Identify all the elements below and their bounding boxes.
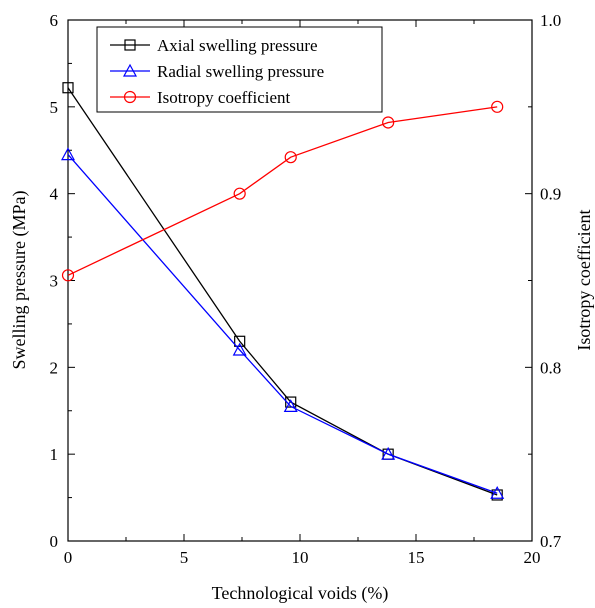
legend-marker-triangle: [122, 63, 138, 77]
data-point-circle: [233, 187, 246, 200]
y-right-tick-label: 0.8: [540, 358, 561, 377]
x-tick-label: 15: [408, 548, 425, 567]
series-1: [60, 147, 505, 499]
legend-box: [96, 26, 383, 113]
y-left-tick-label: 2: [50, 358, 59, 377]
y-left-tick-label: 1: [50, 445, 59, 464]
y-left-tick-label: 4: [50, 185, 59, 204]
x-tick-label: 5: [180, 548, 189, 567]
data-point-triangle: [232, 342, 247, 356]
legend-marker-circle: [123, 90, 137, 104]
series-layer: [60, 82, 505, 501]
y-left-axis-title: Swelling pressure (MPa): [9, 191, 30, 370]
data-point-square: [491, 489, 503, 501]
x-axis-title: Technological voids (%): [212, 583, 389, 604]
data-point-circle: [491, 100, 504, 113]
x-tick-label: 0: [64, 548, 73, 567]
y-right-tick-label: 1.0: [540, 11, 561, 30]
data-point-square: [234, 335, 246, 347]
legend-label: Axial swelling pressure: [157, 36, 318, 55]
data-point-triangle: [60, 147, 76, 161]
y-left-tick-label: 6: [50, 11, 59, 30]
legend-label: Isotropy coefficient: [157, 88, 291, 107]
ticks: 0 5 10 15 20 0 1 2 3 4 5 6 0.7 0.8 0.9 1.0: [50, 11, 562, 567]
data-point-triangle: [283, 399, 298, 413]
data-point-circle: [284, 151, 297, 164]
y-right-tick-label: 0.7: [540, 532, 562, 551]
y-left-tick-label: 3: [50, 272, 59, 291]
data-point-square: [62, 82, 74, 94]
x-tick-label: 10: [292, 548, 309, 567]
series-line: [67, 87, 498, 496]
legend-marker-square: [124, 39, 136, 51]
data-point-triangle: [381, 446, 396, 460]
y-left-tick-label: 0: [50, 532, 59, 551]
data-point-circle: [61, 269, 75, 282]
series-2: [61, 100, 504, 282]
y-right-tick-label: 0.9: [540, 185, 561, 204]
series-line: [67, 154, 498, 494]
data-point-circle: [382, 116, 395, 129]
legend: Axial swelling pressure Radial swelling p…: [96, 26, 383, 113]
y-left-tick-label: 5: [50, 98, 59, 117]
x-tick-label: 20: [524, 548, 541, 567]
legend-label: Radial swelling pressure: [157, 62, 324, 81]
series-0: [62, 82, 503, 501]
y-right-axis-title: Isotropy coefficient: [574, 209, 594, 350]
series-line: [67, 106, 498, 276]
data-point-triangle: [490, 485, 505, 499]
